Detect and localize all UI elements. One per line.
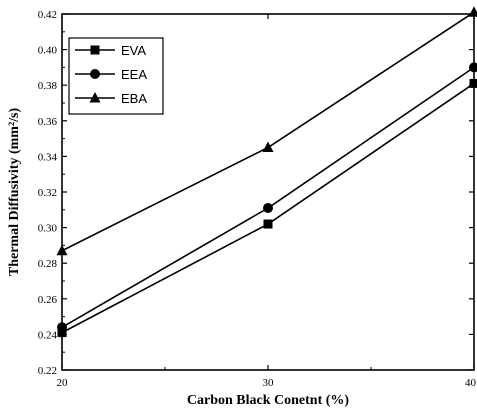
legend-label-eba: EBA: [121, 91, 147, 106]
y-tick-label: 0.38: [38, 80, 58, 92]
x-axis-label: Carbon Black Conetnt (%): [187, 393, 350, 408]
legend-marker-eea: [90, 69, 100, 79]
y-tick-label: 0.40: [38, 45, 58, 57]
x-tick-label: 40: [465, 377, 477, 389]
legend-label-eea: EEA: [121, 67, 147, 82]
x-tick-label: 20: [57, 377, 69, 389]
data-point-eva: [470, 79, 477, 88]
legend: EVA EEA EBA: [69, 38, 163, 114]
data-point-eba: [263, 142, 274, 153]
data-point-eea: [57, 322, 67, 332]
y-axis-label: Thermal Diffusivity (mm²/s): [7, 108, 22, 277]
x-tick-label: 30: [263, 377, 275, 389]
y-tick-label: 0.36: [38, 116, 58, 128]
y-tick-label: 0.34: [38, 151, 58, 163]
data-point-eva: [264, 220, 273, 229]
y-tick-label: 0.22: [38, 365, 57, 377]
data-point-eea: [263, 203, 273, 213]
data-point-eba: [57, 245, 68, 256]
y-tick-label: 0.24: [38, 329, 58, 341]
y-tick-label: 0.32: [38, 187, 57, 199]
y-tick-label: 0.28: [38, 258, 58, 270]
data-point-eba: [469, 6, 477, 17]
legend-label-eva: EVA: [121, 43, 146, 58]
y-tick-label: 0.26: [38, 294, 58, 306]
y-tick-label: 0.42: [38, 9, 57, 21]
y-tick-label: 0.30: [38, 223, 58, 235]
legend-marker-eva: [91, 46, 100, 55]
